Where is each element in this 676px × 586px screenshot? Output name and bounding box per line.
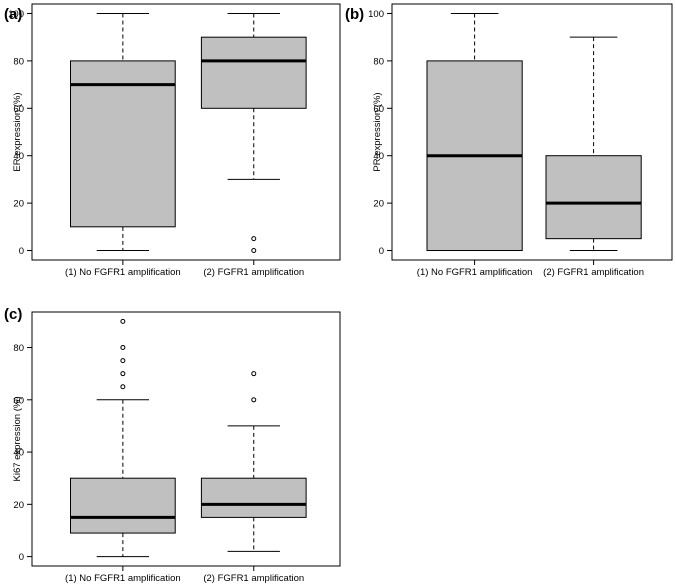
outlier-point bbox=[120, 345, 126, 351]
x-category-label: (2) FGFR1 amplification bbox=[543, 267, 644, 278]
x-category-label: (1) No FGFR1 amplification bbox=[65, 267, 181, 278]
y-tick-label: 40 bbox=[13, 151, 24, 162]
y-tick-label: 40 bbox=[13, 448, 24, 459]
chart-panel-3: (c) 0 20 40 60 80 Ki67 expression (%) (1) No FG… bbox=[4, 306, 341, 584]
y-axis-title: ER expression (%) bbox=[12, 92, 23, 171]
outlier-point bbox=[120, 358, 126, 364]
y-tick-label: 60 bbox=[13, 395, 24, 406]
outlier-point bbox=[120, 384, 126, 390]
x-category-label: (2) FGFR1 amplification bbox=[203, 267, 304, 278]
plot-frame bbox=[391, 3, 673, 261]
outlier-point bbox=[120, 371, 126, 377]
y-tick-label: 60 bbox=[373, 104, 384, 115]
y-tick-label: 0 bbox=[19, 246, 24, 257]
chart-panel-1: (a) 0 20 40 60 80 100 ER expression (%) (1) No F… bbox=[4, 3, 341, 278]
y-tick-label: 100 bbox=[368, 9, 384, 20]
box-2 bbox=[200, 371, 307, 552]
outlier-point bbox=[251, 371, 257, 377]
y-tick-label: 20 bbox=[13, 500, 24, 511]
interquartile-box bbox=[200, 477, 307, 518]
plot-frame bbox=[31, 311, 341, 567]
y-tick-label: 80 bbox=[373, 56, 384, 67]
panel-label: (b) bbox=[345, 6, 364, 23]
interquartile-box bbox=[70, 60, 176, 228]
y-tick-label: 20 bbox=[373, 199, 384, 210]
interquartile-box bbox=[545, 155, 642, 240]
box-1 bbox=[70, 318, 176, 558]
outlier-point bbox=[251, 397, 257, 403]
outlier-point bbox=[120, 318, 126, 324]
x-category-label: (1) No FGFR1 amplification bbox=[65, 573, 181, 584]
y-tick-label: 40 bbox=[373, 151, 384, 162]
y-tick-label: 20 bbox=[13, 199, 24, 210]
y-tick-label: 0 bbox=[19, 552, 24, 563]
outlier-point bbox=[251, 236, 257, 242]
y-axis-title: PR expression (%) bbox=[372, 92, 383, 171]
plot-frame bbox=[31, 3, 341, 261]
panel-label: (a) bbox=[4, 6, 22, 23]
box-1 bbox=[426, 12, 523, 252]
x-category-label: (1) No FGFR1 amplification bbox=[417, 267, 533, 278]
y-tick-label: 80 bbox=[13, 56, 24, 67]
chart-panel-2: (b) 0 20 40 60 80 100 PR expression (%) (1) No F… bbox=[345, 3, 673, 278]
x-category-label: (2) FGFR1 amplification bbox=[203, 573, 304, 584]
y-tick-label: 100 bbox=[8, 9, 24, 20]
y-tick-label: 80 bbox=[13, 343, 24, 354]
interquartile-box bbox=[70, 477, 176, 534]
y-tick-label: 60 bbox=[13, 104, 24, 115]
box-1 bbox=[70, 12, 176, 252]
box-2 bbox=[545, 36, 642, 252]
box-2 bbox=[200, 12, 307, 254]
y-tick-label: 0 bbox=[379, 246, 384, 257]
panel-label: (c) bbox=[4, 306, 22, 323]
outlier-point bbox=[251, 248, 257, 254]
y-axis-title: Ki67 expression (%) bbox=[12, 396, 23, 481]
interquartile-box bbox=[200, 36, 307, 109]
